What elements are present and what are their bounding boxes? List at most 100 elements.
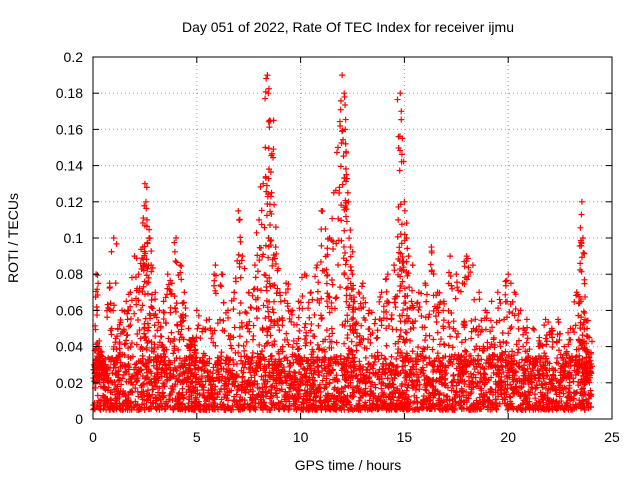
data-point: [195, 398, 202, 405]
data-point: [256, 257, 263, 264]
data-point: [253, 392, 260, 399]
data-point: [172, 366, 179, 373]
data-point: [383, 308, 390, 315]
data-point: [148, 379, 155, 386]
data-point: [557, 351, 564, 358]
data-point: [542, 316, 549, 323]
data-point: [458, 388, 465, 395]
data-point: [250, 322, 257, 329]
data-point: [133, 378, 140, 385]
data-point: [149, 400, 156, 407]
data-point: [273, 374, 280, 381]
data-point: [244, 322, 251, 329]
data-point: [177, 401, 184, 408]
data-point: [346, 292, 353, 299]
data-point: [263, 325, 270, 332]
data-point: [108, 248, 115, 255]
data-point: [451, 376, 458, 383]
data-point: [258, 373, 265, 380]
data-point: [171, 335, 178, 342]
data-point: [324, 390, 331, 397]
data-point: [388, 372, 395, 379]
data-point: [315, 369, 322, 376]
data-point: [486, 353, 493, 360]
data-point: [141, 180, 148, 187]
data-point: [301, 336, 308, 343]
data-point: [246, 402, 253, 409]
data-point: [137, 260, 144, 267]
data-point: [430, 368, 437, 375]
data-point: [283, 330, 290, 337]
data-point: [446, 323, 453, 330]
y-tick-label: 0.16: [56, 121, 83, 137]
data-point: [145, 393, 152, 400]
data-point: [452, 327, 459, 334]
data-point: [113, 346, 120, 353]
data-point: [389, 401, 396, 408]
data-point: [215, 377, 222, 384]
data-point: [214, 320, 221, 327]
data-point: [535, 371, 542, 378]
x-tick-label: 5: [193, 429, 201, 445]
data-point: [164, 403, 171, 410]
data-point: [247, 406, 254, 413]
data-point: [336, 190, 343, 197]
data-point: [159, 389, 166, 396]
data-point: [495, 305, 502, 312]
data-point: [518, 406, 525, 413]
data-point: [453, 271, 460, 278]
data-point: [94, 392, 101, 399]
data-point: [439, 362, 446, 369]
data-point: [333, 149, 340, 156]
data-point: [272, 244, 279, 251]
data-point: [235, 406, 242, 413]
data-point: [217, 282, 224, 289]
data-point: [247, 304, 254, 311]
data-point: [268, 189, 275, 196]
data-point: [444, 403, 451, 410]
data-point: [233, 360, 240, 367]
data-point: [478, 317, 485, 324]
data-point: [440, 325, 447, 332]
data-point: [128, 340, 135, 347]
data-point: [283, 280, 290, 287]
data-point: [155, 319, 162, 326]
data-point: [502, 348, 509, 355]
data-point: [337, 163, 344, 170]
data-point: [225, 314, 232, 321]
data-point: [154, 366, 161, 373]
data-point: [266, 201, 273, 208]
data-point: [263, 212, 270, 219]
data-point: [573, 289, 580, 296]
data-point: [461, 318, 468, 325]
data-point: [108, 331, 115, 338]
data-point: [395, 394, 402, 401]
data-point: [265, 175, 272, 182]
data-point: [498, 378, 505, 385]
data-point: [145, 337, 152, 344]
data-point: [270, 309, 277, 316]
data-point: [97, 406, 104, 413]
data-point: [402, 357, 409, 364]
data-point: [369, 401, 376, 408]
data-point: [127, 343, 134, 350]
data-point: [246, 328, 253, 335]
data-point: [212, 403, 219, 410]
data-point: [195, 312, 202, 319]
data-point: [319, 377, 326, 384]
data-point: [516, 384, 523, 391]
data-point: [390, 389, 397, 396]
data-point: [232, 374, 239, 381]
data-point: [421, 346, 428, 353]
data-point: [511, 357, 518, 364]
data-point: [383, 275, 390, 282]
data-point: [495, 373, 502, 380]
data-point: [143, 346, 150, 353]
data-point: [216, 359, 223, 366]
data-point: [318, 295, 325, 302]
data-point: [231, 289, 238, 296]
data-point: [345, 383, 352, 390]
data-point: [324, 370, 331, 377]
data-point: [221, 327, 228, 334]
data-point: [210, 364, 217, 371]
